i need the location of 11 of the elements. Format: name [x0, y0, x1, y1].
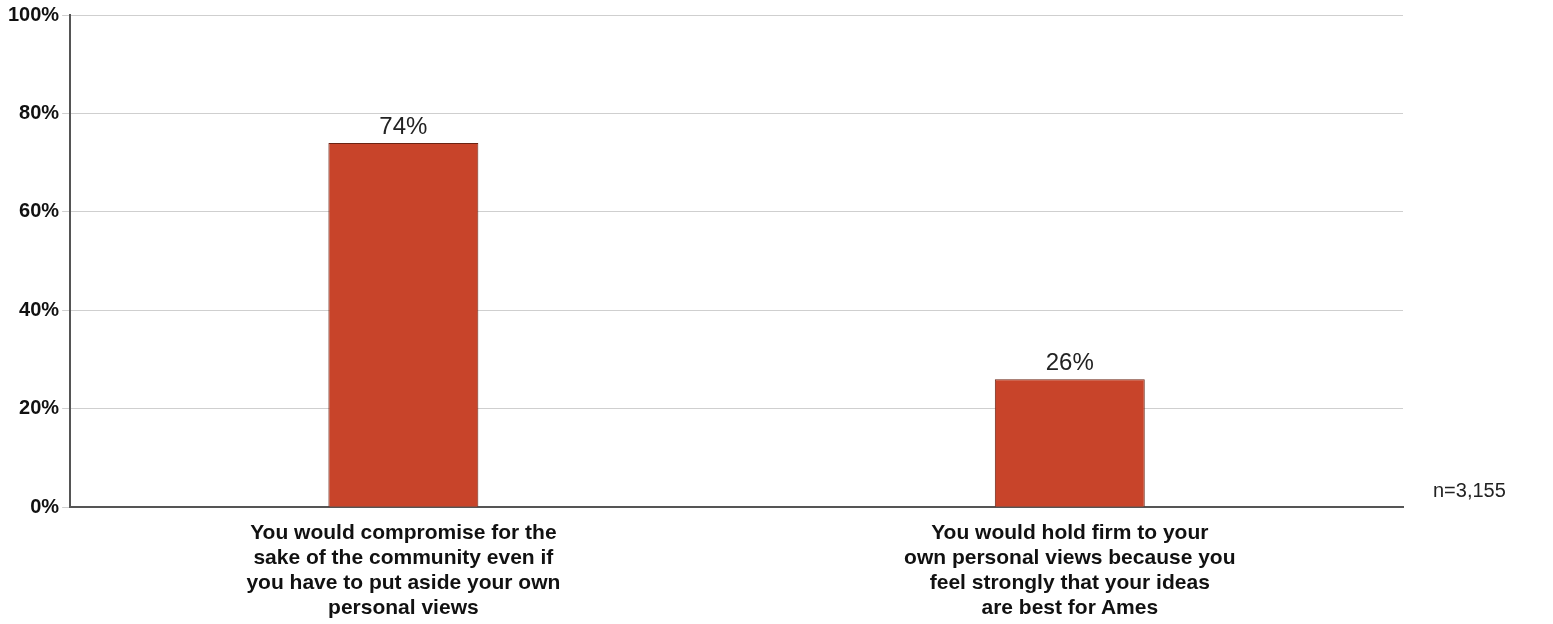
- y-tick-label: 0%: [30, 494, 60, 517]
- y-tick-label: 100%: [8, 2, 60, 25]
- y-tick-label: 40%: [19, 297, 60, 320]
- text: n=3,155: [1433, 478, 1506, 501]
- y-tick-label: 20%: [19, 396, 60, 419]
- y-tick-label: 60%: [19, 199, 60, 222]
- data-label: 74%: [379, 111, 428, 139]
- x-tick-label: You would compromise for the sake of the community even if you have to put aside your own personal views: [246, 519, 561, 619]
- x-tick-label: You would hold firm to your own personal views because you feel strongly that your ideas are best for Ames: [904, 519, 1236, 619]
- y-tick-label: 80%: [19, 100, 60, 123]
- data-label: 26%: [1045, 347, 1094, 375]
